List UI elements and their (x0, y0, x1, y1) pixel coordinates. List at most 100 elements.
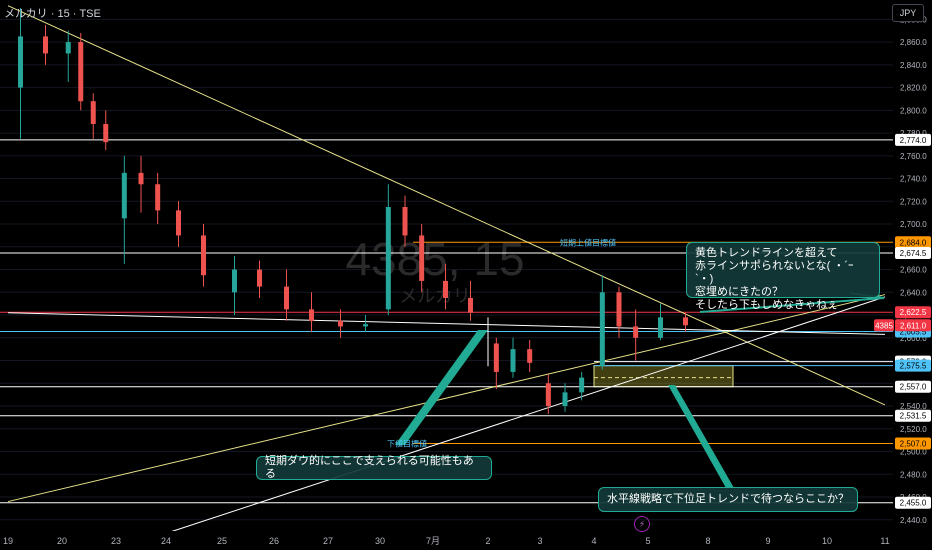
price-tag-bg (895, 437, 931, 450)
candle-body (121, 172, 127, 219)
candle-body (493, 343, 499, 372)
note-breakout[interactable]: 黄色トレンドラインを超えて 赤ラインサポられないとな( ・´ｰ`・) 窓埋めにき… (686, 242, 880, 311)
price-axis-bg (893, 0, 932, 550)
ticker-tag-label: 4385 (875, 321, 893, 330)
ticker-tag-bg (874, 319, 894, 332)
time-tick-label: 7月 (426, 536, 440, 546)
time-tick-label: 4 (591, 536, 596, 546)
pointer-note3 (668, 385, 734, 488)
candle-body (176, 210, 181, 236)
price-tick-label: 2,780.0 (900, 129, 927, 138)
candle-body (232, 269, 237, 293)
price-tick-label: 2,660.0 (900, 266, 927, 275)
candle-body (43, 36, 48, 54)
price-tick-label: 2,800.0 (900, 106, 927, 115)
price-tag-label: 2,531.5 (900, 412, 927, 421)
price-tick-label: 2,520.0 (900, 425, 927, 434)
time-tick-label: 23 (111, 536, 121, 546)
price-tag-bg (895, 133, 931, 146)
price-axis: 2,880.02,860.02,840.02,820.02,800.02,780… (893, 0, 932, 550)
trendline (7, 312, 886, 335)
candle-body (683, 317, 688, 326)
price-tick-label: 2,540.0 (900, 402, 927, 411)
watermark: 4385, 15 メルカリ (345, 233, 524, 306)
price-tag-bg (895, 380, 931, 393)
candle-body (155, 184, 161, 211)
candle-body (633, 326, 639, 338)
level-label: 短期上値目標値 (560, 237, 616, 247)
time-tick-label: 10 (822, 536, 832, 546)
candle-body (138, 172, 144, 185)
time-tick-label: 8 (705, 536, 710, 546)
time-tick-label: 20 (57, 536, 67, 546)
time-tick-label: 25 (217, 536, 227, 546)
candle-body (510, 349, 516, 372)
currency-button[interactable]: JPY (892, 4, 924, 22)
trendlines (7, 5, 886, 534)
trendline (165, 296, 886, 534)
candle-body (309, 309, 314, 321)
price-tag-label: 2,575.5 (900, 362, 927, 371)
time-tick-label: 3 (537, 536, 542, 546)
note-horizontal-strategy[interactable]: 水平線戦略で下位足トレンドで待つならここか？ (598, 487, 858, 512)
candle-body (103, 123, 109, 143)
time-axis: 19 20 23 24 25 26 27 30 7月 2 3 4 5 8 9 10 11 (0, 531, 932, 550)
time-tick-label: 24 (161, 536, 171, 546)
price-tags: 2,774.02,684.02,674.52,622.52,605.52,579… (874, 133, 931, 509)
candle-body (18, 36, 23, 88)
price-tick-label: 2,640.0 (900, 288, 927, 297)
time-tick-label: 9 (765, 536, 770, 546)
pointer-note2 (395, 330, 488, 445)
price-tick-label: 2,600.0 (900, 334, 927, 343)
time-tick-label: 19 (3, 536, 13, 546)
candle-body (90, 101, 96, 124)
price-tag-label: 2,507.0 (900, 440, 927, 449)
price-tag-label: 2,557.0 (900, 383, 927, 392)
candle-body (443, 280, 448, 298)
price-tick-label: 2,440.0 (900, 516, 927, 525)
price-tick-label: 2,500.0 (900, 448, 927, 457)
price-tag-bg (895, 359, 931, 372)
candle-body (402, 206, 408, 236)
price-tag-bg (895, 247, 931, 260)
candle-body (468, 297, 473, 313)
candle-body (338, 320, 343, 327)
events-bolt-icon[interactable]: ⚡ (634, 516, 650, 532)
price-tick-label: 2,860.0 (900, 38, 927, 47)
price-tag-label: 2,684.0 (900, 238, 927, 247)
time-tick-label: 27 (323, 536, 333, 546)
candle-body (257, 269, 262, 287)
watermark-name: メルカリ (399, 286, 470, 306)
candle-body (284, 286, 289, 310)
price-tick-label: 2,700.0 (900, 220, 927, 229)
price-tag-bg (895, 409, 931, 422)
candle-body (78, 42, 84, 102)
candle-body (385, 206, 391, 310)
price-tag-bg (895, 236, 931, 249)
price-tag-bg (895, 496, 931, 509)
price-tag-bg (895, 306, 931, 319)
time-tick-label: 2 (485, 536, 490, 546)
candle-body (419, 235, 425, 281)
candle-body (527, 349, 533, 363)
candle-body (363, 324, 368, 327)
price-tick-label: 2,820.0 (900, 84, 927, 93)
price-tick-label: 2,840.0 (900, 61, 927, 70)
price-levels (0, 139, 893, 504)
candle-body (201, 235, 206, 276)
price-tag-label: 2,774.0 (900, 136, 927, 145)
candle-body (562, 392, 568, 407)
time-tick-label: 11 (880, 536, 889, 546)
candle-body (599, 292, 605, 367)
price-tick-label: 2,480.0 (900, 470, 927, 479)
price-tag-label: 2,622.5 (900, 308, 927, 317)
last-price-tag-bg (895, 319, 931, 332)
price-tag-label: 2,674.5 (900, 249, 927, 258)
support-zone (593, 365, 734, 388)
note-dow-support[interactable]: 短期ダウ的にここで支えられる可能性もある (256, 455, 492, 480)
candle-body (616, 292, 622, 327)
time-tick-label: 26 (269, 536, 279, 546)
candle-body (545, 383, 551, 407)
